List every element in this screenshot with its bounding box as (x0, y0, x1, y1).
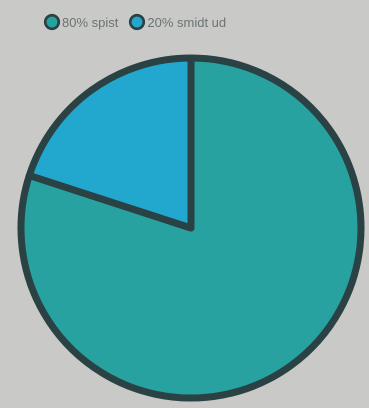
legend-label-spist: 80% spist (62, 14, 119, 30)
chart-legend: 80% spist 20% smidt ud (43, 8, 236, 36)
pie-slice-smidt-ud (25, 54, 195, 232)
pie-slice-spist (17, 54, 365, 402)
legend-item-smidt-ud: 20% smidt ud (128, 13, 226, 31)
legend-item-spist: 80% spist (43, 13, 118, 31)
legend-swatch-smidt-ud-shape (129, 13, 146, 31)
legend-swatch-spist-shape (43, 13, 61, 31)
legend-swatch-smidt-ud (129, 13, 146, 31)
legend-swatch-spist (43, 13, 61, 31)
legend-label-smidt-ud: 20% smidt ud (147, 14, 227, 30)
